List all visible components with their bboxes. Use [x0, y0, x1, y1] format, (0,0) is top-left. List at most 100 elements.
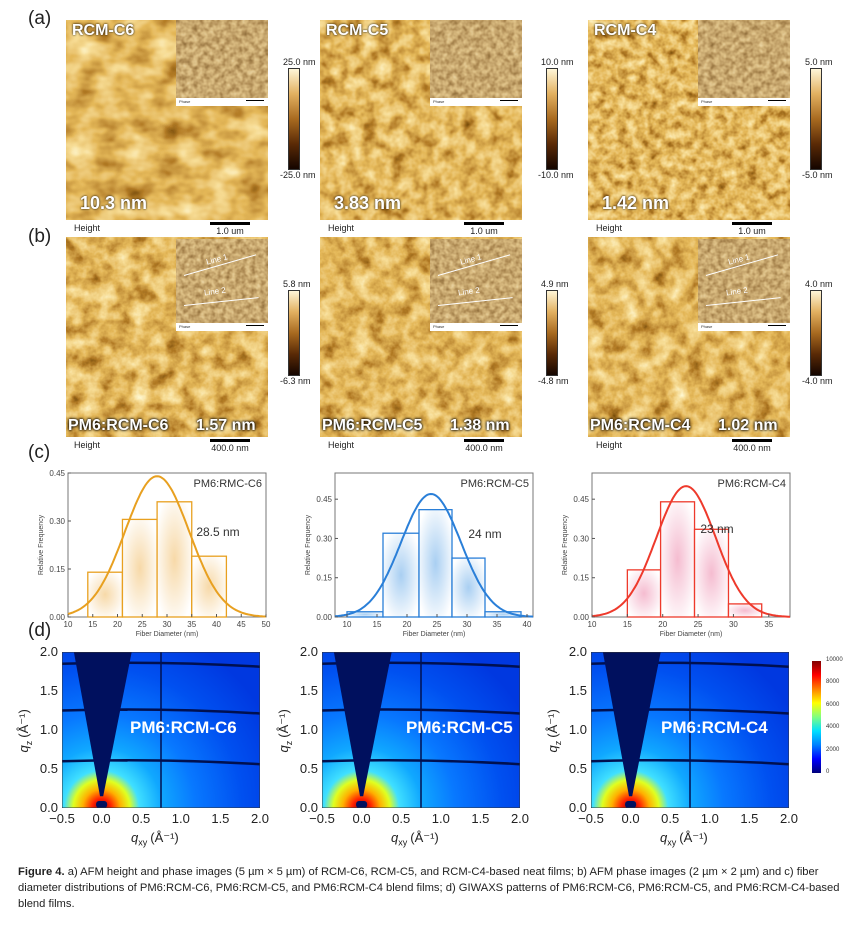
- inset-scale-bar: [246, 325, 264, 326]
- height-colorbar: [546, 68, 558, 170]
- x-axis-subscript: xy: [667, 837, 677, 848]
- roughness-label: 3.83 nm: [334, 193, 402, 213]
- x-tick-label: 2.0: [779, 811, 799, 826]
- colorbar-max-label: 5.8 nm: [283, 279, 311, 289]
- y-tick-label: 0.5: [568, 761, 587, 776]
- inset-mode-label: Phase: [701, 99, 713, 104]
- sample-label: PM6:RCM-C6: [130, 718, 237, 737]
- y-axis-label: Relative Frequency: [38, 514, 45, 575]
- histogram-bar: [156, 501, 193, 618]
- roughness-label: 10.3 nm: [80, 193, 148, 213]
- y-axis-symbol: q: [545, 745, 561, 753]
- y-axis-symbol: q: [276, 745, 292, 753]
- histogram-bar: [484, 611, 522, 618]
- scale-bar: [464, 222, 504, 225]
- x-tick-label: 35: [493, 620, 502, 629]
- x-axis-unit: (Å⁻¹): [150, 830, 179, 845]
- scale-bar: [210, 222, 250, 225]
- phase-inset-image: Phase Line 1 Line 2: [176, 239, 268, 331]
- height-mode-label: Height: [328, 440, 355, 450]
- inset-mode-label: Phase: [433, 99, 445, 104]
- inset-mode-label: Phase: [701, 324, 713, 329]
- panel-label-c: (c): [28, 442, 51, 463]
- scale-bar: [732, 222, 772, 225]
- height-mode-label: Height: [74, 440, 101, 450]
- phase-inset-image: Phase: [176, 20, 268, 106]
- histogram-chart: 10 15 20 25 30 35 0.00 0.15 0.30 0.45 Fiber Diamet…: [562, 472, 791, 638]
- y-tick-label: 0.5: [39, 761, 58, 776]
- inset-scale-bar: [768, 100, 786, 101]
- x-tick-label: 2.0: [250, 811, 270, 826]
- colorbar-min-label: -4.0 nm: [802, 376, 833, 386]
- colorbar-tick-label: 8000: [826, 679, 840, 686]
- colorbar-min-label: -6.3 nm: [280, 376, 311, 386]
- height-colorbar: [288, 68, 300, 170]
- height-colorbar: [288, 290, 300, 376]
- giwaxs-pattern: [591, 652, 789, 808]
- afm-height-image: Phase RCM-C6 10.3 nm: [66, 20, 268, 220]
- sample-label: PM6:RCM-C4: [661, 718, 768, 737]
- height-colorbar: [810, 68, 822, 170]
- y-tick-label: 0.30: [316, 534, 332, 543]
- colorbar-tick-label: 6000: [826, 701, 840, 708]
- y-tick-label: 0.15: [49, 565, 65, 574]
- x-axis-label: Fiber Diameter (nm): [403, 631, 466, 638]
- scale-bar-label: 1.0 um: [738, 226, 766, 236]
- scale-bar-label: 1.0 um: [470, 226, 498, 236]
- beamstop: [96, 800, 108, 808]
- sample-label: PM6:RCM-C6: [68, 417, 169, 434]
- roughness-label: 1.42 nm: [602, 193, 670, 213]
- y-axis-label: qz (Å⁻¹): [545, 696, 563, 766]
- x-tick-label: 25: [694, 620, 703, 629]
- afm-height-image: Phase Line 1 Line 2 PM6:RCM-C4 1.02 nm: [588, 237, 790, 437]
- colorbar-tick-label: 0: [826, 769, 830, 775]
- x-tick-label: 0.5: [661, 811, 680, 826]
- colorbar-max-label: 10.0 nm: [541, 57, 574, 67]
- inset-mode-label: Phase: [179, 99, 191, 104]
- x-tick-label: −0.5: [49, 811, 75, 826]
- x-tick-label: −0.5: [309, 811, 335, 826]
- x-tick-label: 15: [623, 620, 632, 629]
- y-tick-label: 0.00: [49, 613, 65, 622]
- sample-label: RCM-C6: [72, 22, 135, 39]
- inset-footer: Phase: [176, 98, 268, 106]
- y-tick-label: 0.15: [316, 574, 332, 583]
- x-axis-label: Fiber Diameter (nm): [136, 631, 199, 638]
- chart-title: PM6:RCM-C5: [461, 478, 529, 490]
- x-tick-label: 30: [163, 620, 172, 629]
- colorbar-min-label: -10.0 nm: [538, 170, 574, 180]
- sample-label: PM6:RCM-C5: [406, 718, 513, 737]
- y-tick-label: 0.30: [573, 534, 589, 543]
- y-tick-label: 0.00: [316, 613, 332, 622]
- sample-label: PM6:RCM-C5: [322, 417, 423, 434]
- mean-diameter-annotation: 23 nm: [700, 522, 733, 536]
- x-tick-label: 1.0: [171, 811, 190, 826]
- x-tick-label: 1.0: [431, 811, 450, 826]
- height-mode-label: Height: [596, 223, 623, 233]
- histogram-bar: [626, 569, 662, 618]
- histogram-chart: 10 15 20 25 30 35 40 0.00 0.15 0.30 0.45 Fiber Diam…: [305, 472, 534, 638]
- colorbar-tick-label: 4000: [826, 724, 840, 731]
- afm-height-image: Phase RCM-C4 1.42 nm: [588, 20, 790, 220]
- y-axis-label: qz (Å⁻¹): [16, 696, 34, 766]
- sample-label: RCM-C5: [326, 22, 389, 39]
- sample-label: RCM-C4: [594, 22, 657, 39]
- inset-footer: Phase: [698, 323, 790, 331]
- y-tick-label: 2.0: [568, 644, 587, 659]
- x-tick-label: 40: [523, 620, 532, 629]
- x-tick-label: 10: [588, 620, 597, 629]
- y-axis-subscript: z: [23, 740, 34, 746]
- scale-bar-label: 400.0 nm: [733, 443, 771, 453]
- histogram-bar: [418, 509, 453, 618]
- height-mode-label: Height: [596, 440, 623, 450]
- gaussian-fit-curve: [67, 475, 266, 618]
- mean-diameter-annotation: 24 nm: [468, 527, 501, 541]
- scale-bar: [210, 439, 250, 442]
- scale-bar-label: 400.0 nm: [211, 443, 249, 453]
- roughness-label: 1.38 nm: [450, 417, 510, 434]
- panel-label-d: (d): [28, 620, 52, 641]
- gaussian-fit-curve: [334, 492, 534, 618]
- x-axis-label: qxy (Å⁻¹): [660, 830, 708, 848]
- y-axis-label: Relative Frequency: [305, 514, 312, 575]
- y-tick-label: 0.0: [299, 800, 318, 815]
